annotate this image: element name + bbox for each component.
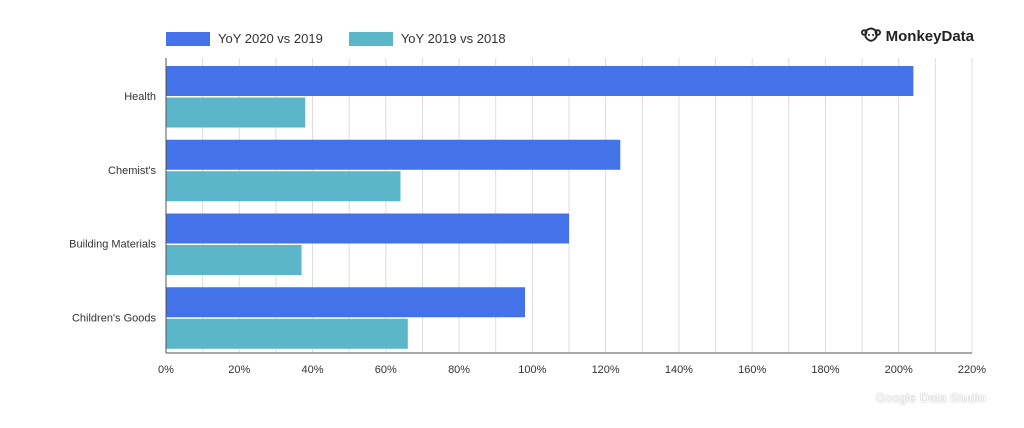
legend-label-series-2: YoY 2019 vs 2018 xyxy=(400,31,506,46)
watermark: Google Data Studio xyxy=(875,391,986,405)
x-tick-label: 60% xyxy=(375,364,397,376)
x-tick-label: 20% xyxy=(228,364,250,376)
x-tick-label: 40% xyxy=(302,364,324,376)
legend-label-series-1: YoY 2020 vs 2019 xyxy=(218,31,323,46)
bar-series-1-building-materials[interactable] xyxy=(166,213,569,244)
bar-series-1-children-s-goods[interactable] xyxy=(166,287,526,318)
x-tick-label: 180% xyxy=(811,364,839,376)
bar-series-2-building-materials[interactable] xyxy=(166,245,302,275)
bar-series-2-children-s-goods[interactable] xyxy=(166,318,408,349)
category-label: Health xyxy=(124,91,156,103)
monkey-icon xyxy=(860,27,881,42)
legend-swatch-series-2 xyxy=(348,31,393,46)
x-tick-label: 120% xyxy=(592,364,620,376)
legend-swatch-series-1 xyxy=(166,31,210,46)
x-tick-label: 0% xyxy=(158,364,174,376)
bar-series-1-health[interactable] xyxy=(166,66,914,96)
x-tick-label: 80% xyxy=(448,364,470,376)
brand-name: MonkeyData xyxy=(885,27,974,45)
bar-series-2-health[interactable] xyxy=(166,97,306,128)
x-tick-label: 140% xyxy=(665,364,693,376)
legend-item-series-2[interactable]: YoY 2019 vs 2018 xyxy=(348,31,506,46)
bar-series-2-chemist-s[interactable] xyxy=(166,171,401,202)
x-tick-label: 220% xyxy=(958,364,986,376)
x-tick-label: 160% xyxy=(738,364,766,376)
x-tick-label: 100% xyxy=(518,364,546,376)
category-label: Chemist's xyxy=(108,165,156,177)
category-label: Children's Goods xyxy=(72,312,157,324)
category-label: Building Materials xyxy=(69,239,156,251)
bar-series-1-chemist-s[interactable] xyxy=(166,139,621,170)
legend-item-series-1[interactable]: YoY 2020 vs 2019 xyxy=(166,31,323,46)
brand-logo: MonkeyData xyxy=(860,27,974,45)
chart-legend: YoY 2020 vs 2019 YoY 2019 vs 2018 xyxy=(166,31,506,46)
x-tick-label: 200% xyxy=(885,364,913,376)
